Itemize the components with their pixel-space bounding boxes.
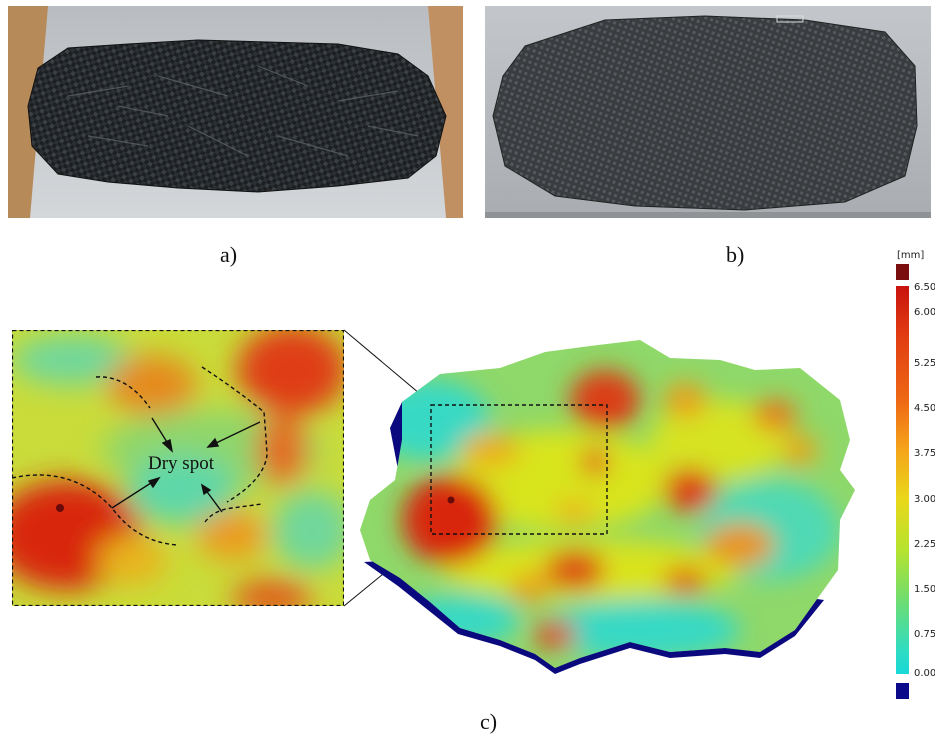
colorbar-tick: 5.25	[914, 358, 935, 369]
photo-b	[485, 6, 931, 218]
colorbar-tick: 3.00	[914, 494, 935, 505]
dry-spot-label: Dry spot	[148, 453, 214, 474]
colorbar-tick: 3.75	[914, 448, 935, 459]
colorbar-tick: 0.00	[914, 668, 935, 679]
label-b: b)	[726, 242, 745, 267]
colorbar-tick: 2.25	[914, 539, 935, 550]
photo-a	[8, 6, 463, 218]
colorbar-tick: 6.50	[914, 282, 935, 293]
colorbar-tick: 4.50	[914, 403, 935, 414]
inset-heatmap	[12, 330, 344, 606]
colorbar-tick: 1.50	[914, 584, 935, 595]
colorbar-under-swatch	[896, 683, 909, 699]
colorbar-tick: 0.75	[914, 629, 935, 640]
colorbar-over-swatch	[896, 264, 909, 280]
label-a: a)	[220, 242, 238, 267]
colorbar	[896, 286, 909, 674]
label-c: c)	[480, 709, 498, 734]
colorbar-tick: 6.00	[914, 307, 935, 318]
main-heatmap	[360, 340, 855, 674]
colorbar-unit: [mm]	[897, 250, 925, 261]
